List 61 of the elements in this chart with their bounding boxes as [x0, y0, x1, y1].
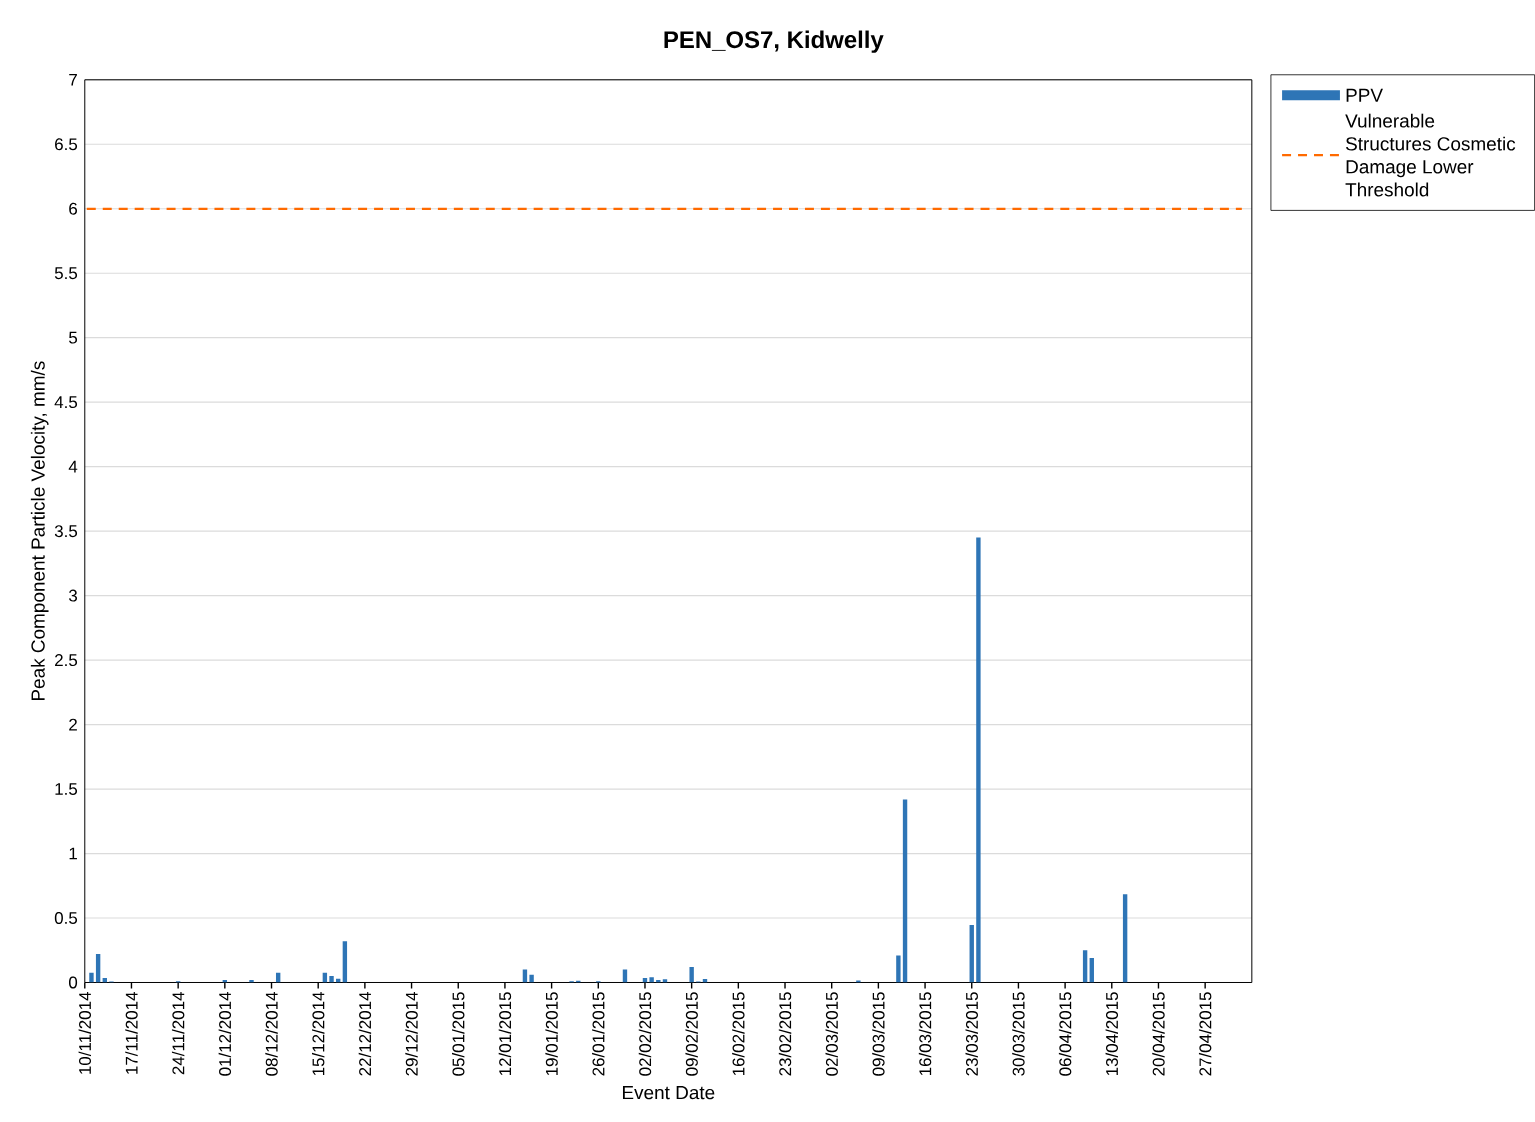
- y-tick-label: 4.5: [54, 396, 78, 409]
- x-tick-label: 27/04/2015: [1198, 992, 1212, 1076]
- y-tick-label: 3.5: [54, 525, 78, 538]
- x-tick-label: 09/02/2015: [685, 992, 698, 1076]
- y-tick-label: 7: [69, 73, 77, 86]
- x-tick-label: 23/02/2015: [778, 992, 792, 1076]
- y-tick-label: 0: [68, 976, 78, 989]
- x-tick-label: 24/11/2014: [171, 991, 185, 1075]
- x-tick-label: 19/01/2015: [545, 992, 558, 1076]
- x-tick-label: 16/02/2015: [732, 992, 745, 1076]
- y-axis-title: Peak Component Particle Velocity, mm/s: [30, 361, 49, 700]
- y-tick-label: 4: [68, 460, 78, 473]
- x-tick-label: 01/12/2014: [218, 991, 232, 1076]
- y-tick-label: 5.5: [54, 267, 78, 280]
- bar: [969, 924, 974, 983]
- x-tick-label: 26/01/2015: [592, 992, 605, 1076]
- bar: [329, 975, 334, 983]
- bar: [95, 954, 101, 983]
- y-tick-label: 5: [69, 331, 78, 344]
- y-tick-label: 2.5: [55, 654, 78, 667]
- x-tick-label: 10/11/2014: [78, 991, 92, 1074]
- x-tick-label: 05/01/2015: [452, 992, 465, 1076]
- bar: [89, 972, 94, 983]
- bar: [689, 966, 694, 983]
- x-tick-label: 17/11/2014: [125, 991, 138, 1074]
- x-tick-label: 16/03/2015: [918, 992, 932, 1076]
- bar: [249, 979, 254, 983]
- y-tick-label: 1: [69, 847, 77, 860]
- x-tick-label: 22/12/2014: [358, 991, 372, 1076]
- x-tick-label: 23/03/2015: [965, 992, 978, 1076]
- y-tick-label: 3: [68, 589, 78, 602]
- y-tick-label: 2: [69, 718, 77, 731]
- x-tick-label: 30/03/2015: [1012, 992, 1025, 1076]
- bar: [529, 974, 534, 983]
- y-tick-label: 1.5: [55, 783, 78, 795]
- bar: [656, 979, 661, 983]
- y-tick-label: 6: [69, 202, 78, 215]
- x-tick-label: 29/12/2014: [405, 991, 418, 1076]
- x-tick-label: 15/12/2014: [311, 991, 325, 1076]
- legend-label: PPV: [1346, 88, 1383, 102]
- bar: [1089, 957, 1094, 983]
- x-tick-label: 02/02/2015: [638, 992, 652, 1076]
- x-tick-label: 12/01/2015: [498, 992, 512, 1076]
- chart-title: PEN_OS7, Kidwelly: [664, 30, 884, 53]
- x-tick-label: 09/03/2015: [872, 992, 885, 1076]
- bar: [649, 977, 654, 983]
- legend-label: Vulnerable Structures Cosmetic Damage Lower Threshold: [1345, 113, 1516, 197]
- bar: [896, 955, 901, 983]
- bar: [902, 799, 908, 983]
- y-tick-label: 6.5: [55, 138, 78, 151]
- x-tick-label: 20/04/2015: [1152, 992, 1165, 1076]
- bar: [342, 941, 348, 983]
- y-tick-label: 0.5: [54, 911, 78, 924]
- x-tick-label: 08/12/2014: [265, 991, 278, 1076]
- bar: [976, 537, 981, 983]
- x-tick-label: 06/04/2015: [1058, 992, 1072, 1076]
- x-axis-title: Event Date: [622, 1085, 715, 1100]
- bar: [1122, 894, 1128, 983]
- bar: [1082, 950, 1088, 983]
- x-tick-label: 13/04/2015: [1105, 992, 1118, 1076]
- x-tick-label: 02/03/2015: [825, 992, 838, 1076]
